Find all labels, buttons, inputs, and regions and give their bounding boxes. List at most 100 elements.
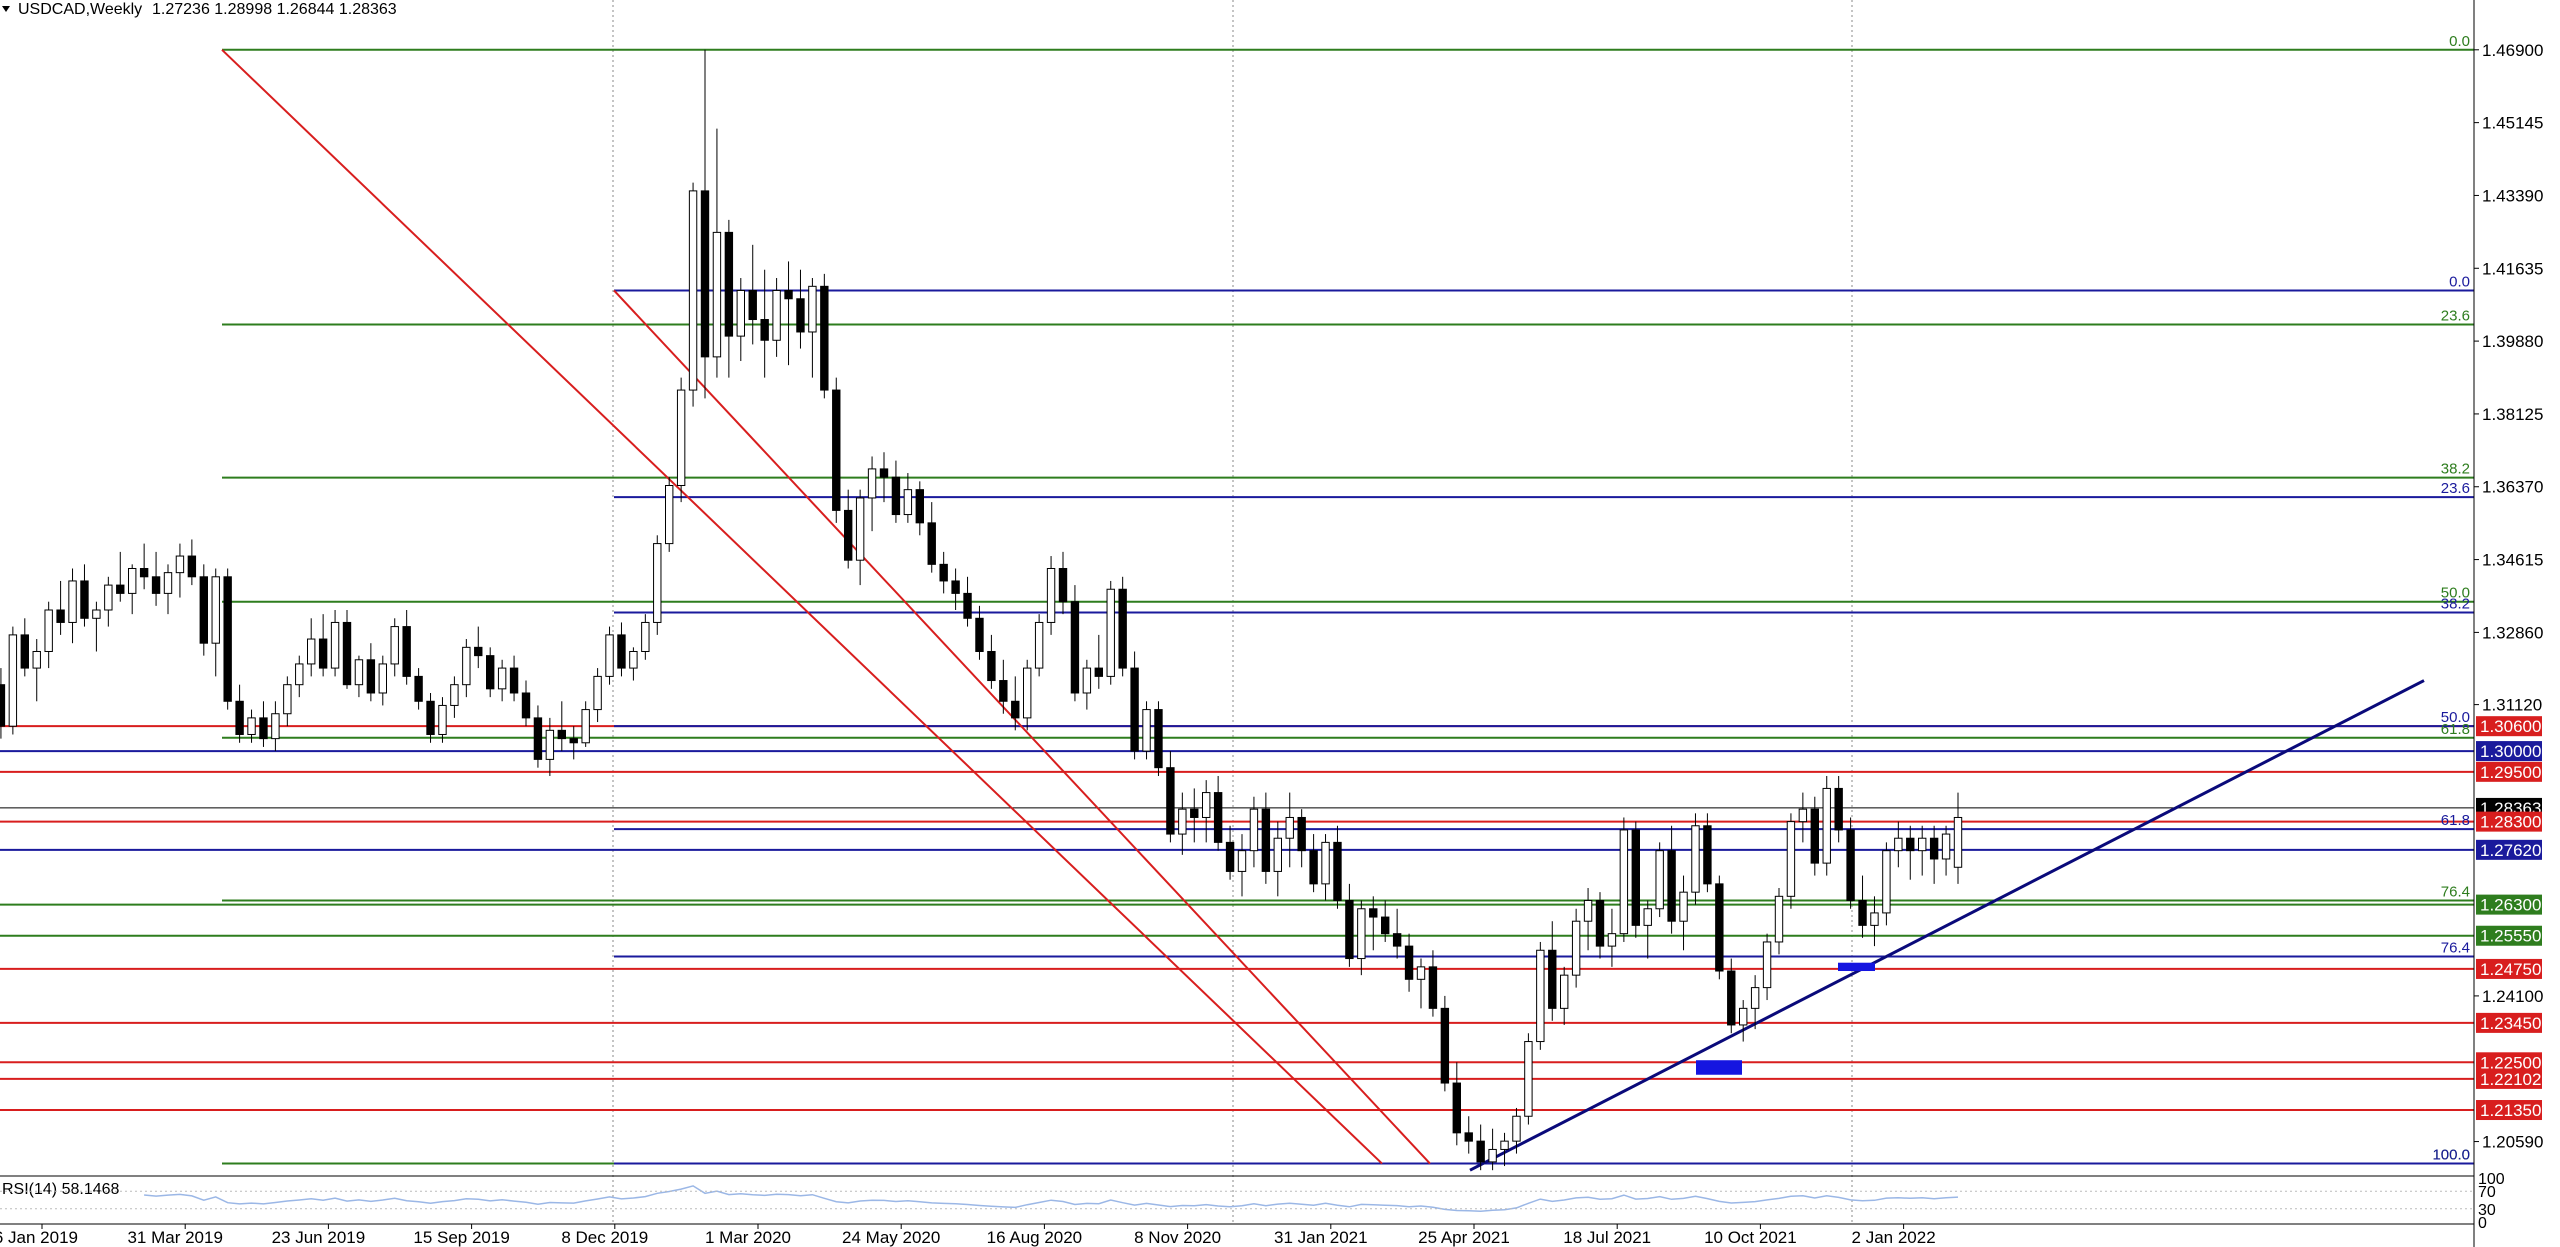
- fib-level-label: 50.0: [2441, 709, 2470, 726]
- candle-bear: [342, 621, 352, 686]
- candle-bear: [426, 700, 435, 735]
- candle-bear: [402, 626, 411, 677]
- level-price-tag-text: 1.26300: [2480, 896, 2541, 915]
- level-price-labels: 1.306001.300001.295001.283631.283001.276…: [2476, 716, 2542, 1121]
- trendline[interactable]: [613, 289, 1431, 1165]
- candle-bull: [1273, 837, 1282, 872]
- candle-bear: [533, 717, 543, 760]
- candle-bear: [1476, 1140, 1485, 1163]
- date-tick-label: 31 Mar 2019: [127, 1228, 222, 1247]
- candle-bull: [1046, 567, 1056, 623]
- level-price-tag: [2476, 811, 2542, 832]
- fib-level-label: 61.8: [2441, 721, 2470, 738]
- candle-bear: [1440, 1007, 1450, 1084]
- level-price-tag-text: 1.21350: [2480, 1101, 2541, 1120]
- candle-bull: [545, 729, 555, 760]
- candle-bull: [1619, 829, 1629, 935]
- candle-bull: [1918, 837, 1927, 852]
- candle-bear: [1297, 816, 1306, 852]
- fib-level-label: 38.2: [2441, 461, 2470, 478]
- zone-rect: [1696, 1060, 1742, 1075]
- candle-bull: [1488, 1148, 1497, 1163]
- date-tick-label: 6 Jan 2019: [0, 1228, 78, 1247]
- candle-bull: [712, 231, 722, 358]
- candle-bear: [844, 509, 853, 561]
- candle-bear: [1094, 667, 1103, 677]
- price-tick-label: 1.46900: [2482, 41, 2543, 60]
- trendline[interactable]: [221, 49, 1383, 1165]
- candle-bull: [1941, 833, 1951, 860]
- candle-bear: [1595, 899, 1605, 947]
- candle-bear: [951, 580, 960, 594]
- ohlc-values: 1.27236 1.28998 1.26844 1.28363: [152, 1, 397, 18]
- candle-bull: [1798, 808, 1808, 823]
- candle-bear: [891, 476, 901, 516]
- candle-bear: [1846, 829, 1855, 901]
- candle-bear: [1333, 841, 1342, 901]
- price-tick-label: 1.45145: [2482, 114, 2543, 133]
- candle-bear: [1011, 700, 1020, 719]
- candle-bear: [796, 298, 805, 333]
- candle-bull: [688, 190, 698, 391]
- candle-bear: [1058, 567, 1068, 603]
- candle-bull: [903, 489, 913, 516]
- candle-bull: [1106, 588, 1115, 677]
- candle-bull: [1774, 895, 1784, 943]
- date-tick-label: 16 Aug 2020: [987, 1228, 1082, 1247]
- candle-bull: [1750, 987, 1760, 1009]
- price-axis: 1.46900 1.45145 1.43390 1.41635 1.39880 1.381…: [2474, 41, 2543, 1152]
- candle-bull: [1762, 941, 1772, 989]
- candle-bull: [247, 717, 256, 735]
- candle-bear: [486, 655, 495, 690]
- candle-bull: [1082, 667, 1092, 694]
- triangle-down-icon[interactable]: [2, 6, 10, 12]
- candle-bull: [1536, 949, 1545, 1043]
- candle-bear: [760, 319, 769, 341]
- fib-level-label: 0.0: [2449, 33, 2470, 50]
- candle-bear: [509, 667, 519, 694]
- price-tick-label: 1.41635: [2482, 259, 2543, 278]
- fib-level-label: 50.0: [2441, 585, 2470, 602]
- candle-bull: [307, 638, 316, 665]
- fib-level-label: 0.0: [2449, 273, 2470, 290]
- price-tick-label: 1.39880: [2482, 332, 2543, 351]
- level-price-tag: [2476, 839, 2542, 860]
- candle-bear: [915, 489, 924, 524]
- candle-bear: [617, 634, 626, 669]
- candle-bear: [1345, 899, 1354, 960]
- price-tick-label: 1.31120: [2482, 696, 2542, 715]
- candle-bull: [808, 285, 817, 333]
- trendline[interactable]: [1469, 679, 2425, 1172]
- candle-bear: [975, 617, 984, 652]
- rsi-tick-label: 30: [2478, 1202, 2496, 1219]
- level-price-tag: [2476, 761, 2542, 782]
- candle-bear: [569, 738, 578, 744]
- candle-bear: [318, 638, 328, 669]
- candle-bull: [867, 468, 877, 499]
- candle-bear: [56, 609, 65, 623]
- level-price-tag: [2476, 958, 2542, 979]
- candle-bear: [1548, 949, 1557, 1009]
- level-price-tag-text: 1.22500: [2480, 1053, 2541, 1072]
- candle-bear: [235, 700, 244, 735]
- candle-bull: [736, 289, 745, 337]
- trendlines[interactable]: [221, 49, 2425, 1172]
- date-tick-label: 23 Jun 2019: [272, 1228, 366, 1247]
- candle-bear: [1404, 945, 1414, 980]
- candle-bear: [1118, 588, 1127, 669]
- candle-bear: [927, 522, 936, 565]
- candle-bear: [1631, 829, 1640, 926]
- candle-bull: [44, 609, 53, 652]
- candle-bear: [1452, 1082, 1461, 1134]
- candle-bull: [1953, 816, 1963, 868]
- candle-bull: [1894, 837, 1903, 852]
- fib-level-label: 61.8: [2441, 812, 2470, 829]
- candle-bull: [1357, 908, 1366, 960]
- fib-level-label: 100.0: [2432, 1147, 2470, 1164]
- candle-bear: [1166, 767, 1175, 835]
- horizontal-levels[interactable]: 0.00.023.638.223.650.038.250.061.861.876…: [0, 33, 2474, 1165]
- candle-bear: [1130, 667, 1139, 752]
- candle-bear: [700, 190, 710, 358]
